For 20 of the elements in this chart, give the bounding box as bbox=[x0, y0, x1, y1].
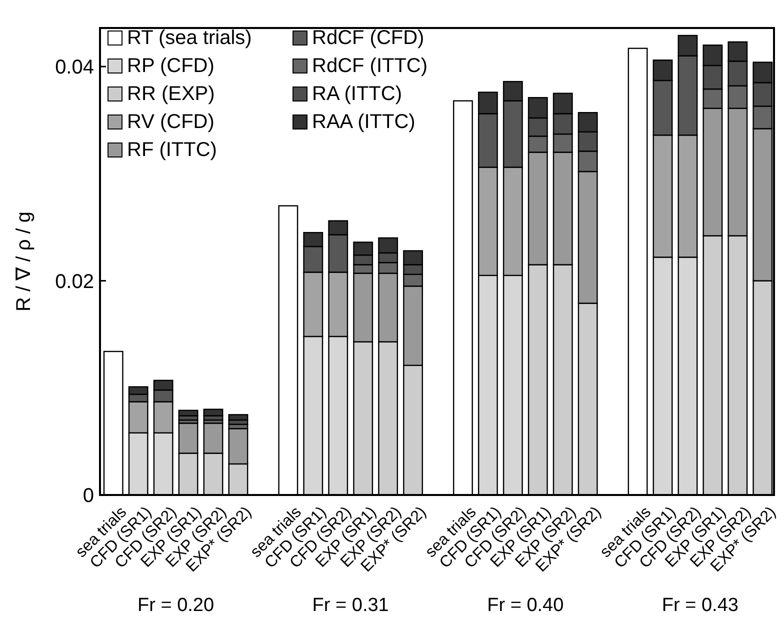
legend-label: RF (ITTC) bbox=[127, 139, 217, 161]
text: Fr = 0.31 bbox=[312, 595, 389, 616]
bar bbox=[203, 408, 224, 416]
text: Fr = 0.43 bbox=[662, 595, 738, 616]
y-tick-label: 0.02 bbox=[55, 270, 94, 293]
legend-label: RT (sea trials) bbox=[127, 27, 252, 49]
bar bbox=[228, 414, 248, 421]
y-tick-label: 0.04 bbox=[55, 56, 94, 79]
legend-label: RdCF (CFD) bbox=[312, 27, 424, 49]
text: Fr = 0.40 bbox=[487, 595, 564, 616]
bar bbox=[178, 410, 198, 416]
y-axis-title: R / ∇ / ρ / g bbox=[13, 212, 35, 312]
text: Fr = 0.20 bbox=[138, 595, 214, 616]
legend-label: RV (CFD) bbox=[127, 111, 214, 133]
legend-label: RdCF (ITTC) bbox=[312, 55, 428, 77]
legend-label: RP (CFD) bbox=[127, 55, 214, 77]
legend-label: RR (EXP) bbox=[127, 83, 215, 105]
y-tick-label: 0 bbox=[82, 485, 94, 507]
legend-label: RAA (ITTC) bbox=[312, 111, 416, 133]
legend-label: RA (ITTC) bbox=[312, 83, 402, 105]
